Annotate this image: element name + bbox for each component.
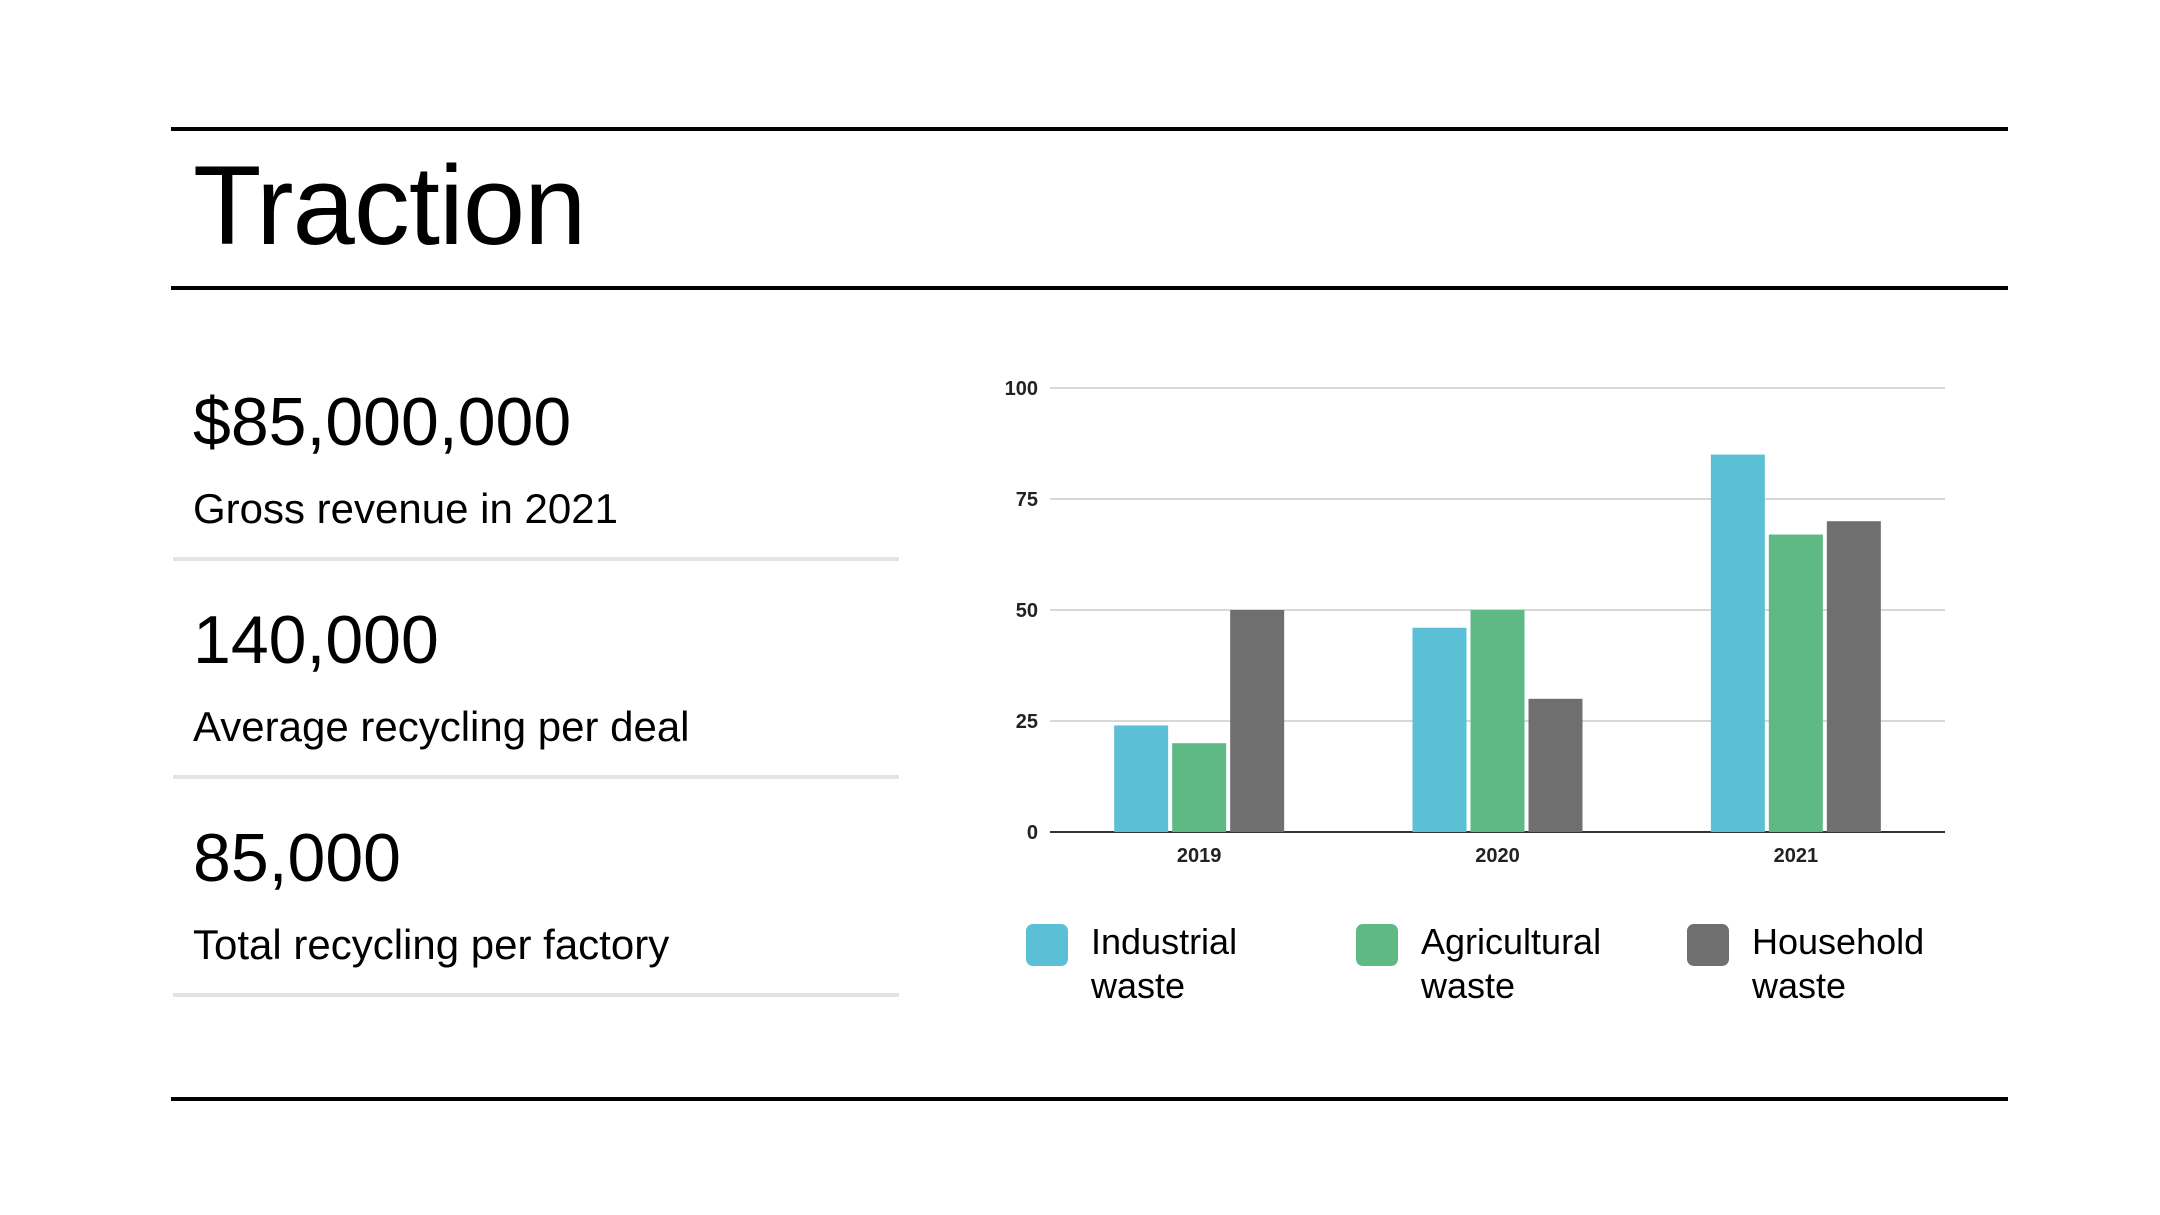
top-rule [171, 127, 2008, 131]
legend-swatch [1687, 924, 1729, 966]
y-tick-label: 75 [1016, 489, 1038, 511]
slide-title: Traction [193, 143, 586, 268]
bar [1412, 627, 1467, 832]
stat-label: Gross revenue in 2021 [193, 485, 618, 532]
x-tick-label: 2019 [1177, 845, 1222, 867]
legend-swatch [1356, 924, 1398, 966]
y-tick-label: 0 [1027, 822, 1038, 844]
stat-value: 85,000 [193, 820, 401, 896]
x-tick-label: 2021 [1774, 845, 1819, 867]
bar [1528, 698, 1583, 832]
y-tick-label: 100 [1005, 378, 1038, 400]
y-tick-label: 25 [1016, 711, 1038, 733]
title-underline-rule [171, 286, 2008, 290]
bar [1768, 534, 1823, 832]
bar [1710, 454, 1765, 832]
stat-divider [173, 557, 899, 561]
bar [1172, 743, 1227, 832]
x-tick-label: 2020 [1475, 845, 1520, 867]
legend-label: Industrial waste [1091, 921, 1238, 1006]
stat-value: $85,000,000 [193, 384, 572, 460]
stat-label: Total recycling per factory [193, 921, 670, 968]
y-tick-label: 50 [1016, 600, 1038, 622]
legend-swatch [1026, 924, 1068, 966]
stat-divider [173, 993, 899, 997]
bar [1230, 610, 1285, 832]
stat-value: 140,000 [193, 602, 439, 678]
bar [1470, 610, 1525, 832]
legend-label: Agricultural waste [1421, 921, 1602, 1006]
bar [1826, 521, 1881, 832]
bottom-rule [171, 1097, 2008, 1101]
stat-label: Average recycling per deal [193, 703, 690, 750]
legend-label: Household waste [1752, 921, 1925, 1006]
bar [1114, 725, 1169, 832]
waste-bar-chart: 0 25 50 75 100 2019 2020 2021 [1005, 378, 1945, 867]
stat-divider [173, 775, 899, 779]
